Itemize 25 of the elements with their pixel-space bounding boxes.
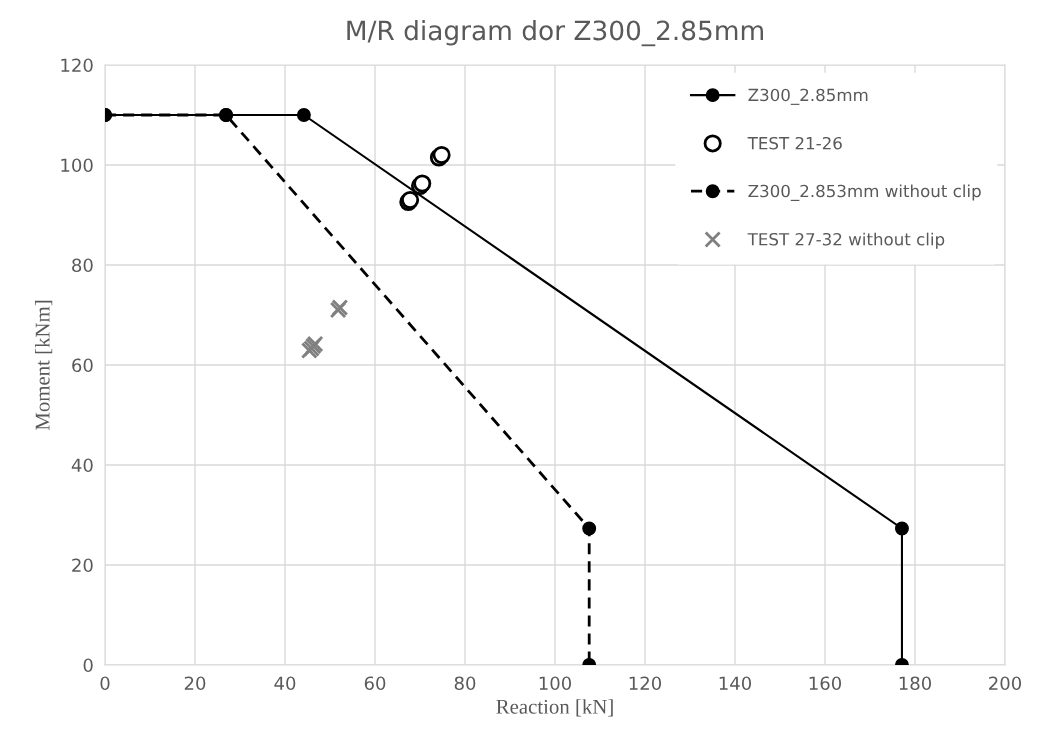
x-tick-label: 120 [629,676,662,691]
y-axis-title: Moment [kNm] [34,300,53,431]
y-tick-label: 40 [71,458,93,473]
legend-label: TEST 27-32 without clip [747,232,945,249]
y-tick-label: 0 [83,658,93,673]
y-tick-label: 120 [61,58,93,73]
x-tick-label: 100 [539,676,572,691]
x-tick-label: 200 [989,676,1022,691]
x-tick-label: 20 [184,676,206,691]
x-axis-title: Reaction [kN] [496,699,613,717]
x-tick-label: 80 [454,676,476,691]
x-tick-label: 40 [274,676,296,691]
x-tick-label: 60 [364,676,386,691]
x-tick-label: 160 [809,676,842,691]
x-tick-label: 140 [719,676,752,691]
legend-label: Z300_2.853mm without clip [748,184,981,201]
x-tick-label: 0 [100,676,110,691]
y-tick-label: 20 [72,558,93,573]
x-tick-label: 180 [899,676,932,691]
y-tick-label: 60 [72,358,93,373]
legend-label: TEST 21-26 [747,136,842,150]
chart-title: M/R diagram dor Z300_2.85mm [347,19,763,47]
y-tick-label: 80 [72,258,93,273]
y-tick-label: 100 [61,158,93,173]
legend-label: Z300_2.85mm [748,88,868,105]
